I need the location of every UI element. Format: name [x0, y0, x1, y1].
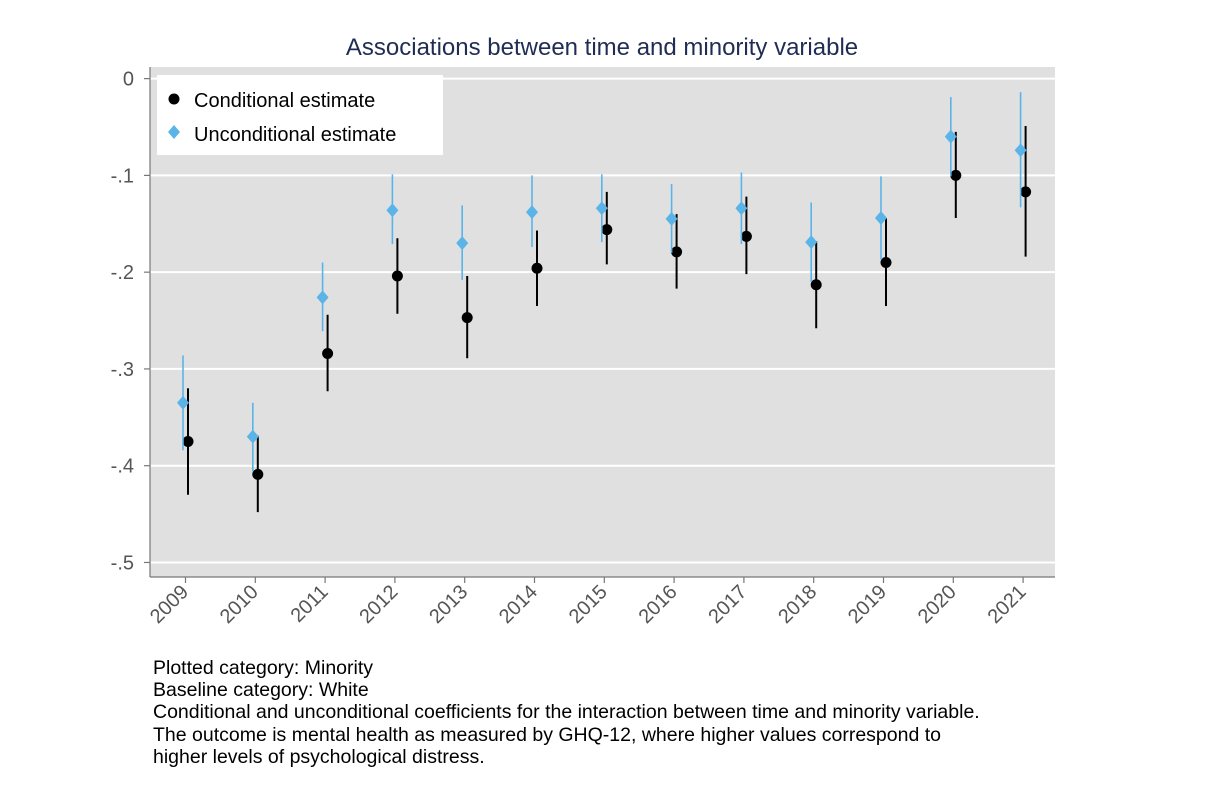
conditional-point [740, 230, 752, 242]
x-tick-label: 2016 [635, 581, 682, 628]
x-tick-label: 2014 [495, 581, 542, 628]
legend: Conditional estimate Unconditional estim… [157, 75, 443, 155]
conditional-point [810, 279, 822, 291]
x-axis-ticks: 2009 2010 2011 2012 2013 2014 2015 2016 2017 2018… [146, 577, 1031, 628]
unconditional-point [177, 395, 189, 410]
x-tick-label: 2020 [914, 581, 961, 628]
y-tick-label: 0 [123, 69, 134, 91]
conditional-point [1020, 186, 1032, 198]
conditional-point [252, 468, 264, 480]
x-tick-label: 2021 [984, 581, 1031, 628]
legend-marker-conditional [168, 93, 180, 105]
x-tick-label: 2017 [704, 581, 751, 628]
conditional-point [391, 270, 403, 282]
unconditional-point [944, 129, 957, 144]
unconditional-point [246, 429, 259, 444]
conditional-point [601, 224, 613, 236]
x-tick-label: 2019 [844, 581, 891, 628]
y-tick-label: -.5 [111, 552, 134, 574]
x-tick-label: 2011 [287, 581, 333, 627]
conditional-point [182, 436, 194, 448]
note-baseline-category: Baseline category: White [153, 679, 369, 702]
x-tick-label: 2012 [355, 581, 402, 628]
conditional-point [322, 347, 334, 359]
y-tick-label: -.2 [111, 262, 134, 284]
unconditional-point [665, 211, 678, 226]
unconditional-point [735, 201, 748, 216]
unconditional-point [456, 236, 469, 251]
data-marks [177, 92, 1032, 513]
legend-marker-unconditional [168, 125, 180, 139]
y-axis-ticks: 0 -.1 -.2 -.3 -.4 -.5 [111, 69, 150, 574]
conditional-point [880, 256, 892, 268]
x-tick-label: 2013 [425, 581, 472, 628]
legend-label-conditional: Conditional estimate [194, 90, 375, 112]
unconditional-point [526, 205, 538, 220]
x-tick-label: 2015 [565, 581, 612, 628]
unconditional-point [595, 201, 608, 216]
y-tick-label: -.3 [111, 359, 134, 381]
note-outcome: The outcome is mental health as measured… [153, 723, 941, 746]
legend-label-unconditional: Unconditional estimate [194, 124, 396, 146]
unconditional-point [805, 235, 818, 250]
unconditional-point [386, 203, 399, 218]
legend-box [157, 75, 443, 155]
x-tick-label: 2010 [216, 581, 263, 628]
note-outcome-cont: higher levels of psychological distress. [153, 745, 485, 768]
conditional-point [950, 169, 962, 181]
chart-title: Associations between time and minority v… [346, 34, 858, 61]
y-tick-label: -.4 [111, 456, 134, 478]
x-tick-label: 2009 [146, 581, 193, 628]
note-description: Conditional and unconditional coefficien… [153, 701, 980, 724]
conditional-point [461, 312, 473, 324]
figure-notes: Plotted category: Minority Baseline cate… [153, 657, 1153, 768]
axes [149, 67, 1055, 578]
unconditional-point [875, 210, 887, 225]
y-tick-label: -.1 [111, 165, 134, 187]
x-tick-label: 2018 [774, 581, 821, 628]
conditional-point [671, 246, 683, 258]
unconditional-point [316, 290, 329, 305]
conditional-point [531, 262, 543, 274]
note-plotted-category: Plotted category: Minority [153, 657, 374, 679]
unconditional-point [1014, 143, 1027, 158]
